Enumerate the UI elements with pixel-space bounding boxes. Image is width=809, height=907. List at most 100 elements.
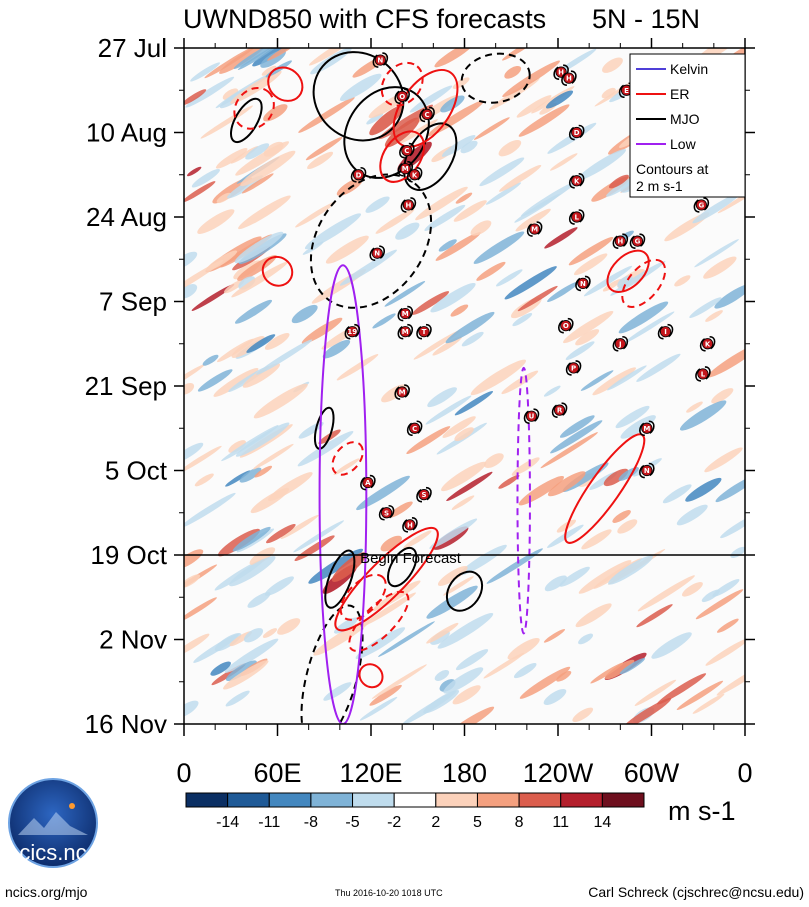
logo-text: cics.nc — [19, 840, 86, 865]
storm-swirl — [575, 275, 591, 292]
anomaly-streak — [228, 440, 246, 453]
legend-label-er: ER — [670, 86, 689, 102]
anomaly-streak — [716, 618, 739, 633]
anomaly-streak — [362, 592, 416, 626]
x-tick-label: 0 — [176, 758, 191, 788]
anomaly-streak — [443, 667, 484, 694]
anomaly-streak — [184, 700, 199, 719]
anomaly-streak — [720, 514, 745, 539]
anomaly-streak — [234, 231, 284, 264]
anomaly-streak — [498, 474, 520, 489]
anomaly-streak — [223, 279, 245, 294]
anomaly-streak — [426, 622, 459, 644]
x-axis: 0 60E 120E 180 120W 60W 0 — [176, 38, 753, 788]
anomaly-streak — [518, 104, 570, 137]
contour-er — [339, 573, 387, 621]
storm-marker: D — [568, 124, 585, 141]
anomaly-streak — [651, 632, 692, 659]
storm-dot — [399, 307, 411, 320]
anomaly-streak — [573, 253, 608, 276]
anomaly-streak — [511, 457, 540, 476]
anomaly-streak — [238, 195, 291, 230]
storm-swirl — [523, 408, 540, 424]
anomaly-streak — [264, 576, 294, 596]
storm-dot — [409, 422, 421, 434]
storm-marker: O — [557, 317, 574, 334]
anomaly-streak — [455, 192, 473, 204]
x-tick-label: 120W — [523, 758, 594, 788]
storm-letter: I — [664, 328, 667, 336]
anomaly-streak — [229, 556, 276, 587]
contour-er — [348, 590, 410, 652]
contour-er — [358, 663, 384, 689]
anomaly-streak — [543, 385, 561, 397]
anomaly-streak — [369, 684, 402, 706]
anomaly-streak — [380, 535, 402, 552]
storm-swirl — [568, 209, 585, 225]
anomaly-streak — [187, 166, 202, 177]
footer-author: Carl Schreck (cjschrec@ncsu.edu) — [588, 884, 804, 900]
storm-letter: M — [402, 165, 409, 173]
storm-letter: H — [407, 521, 413, 529]
anomaly-streak — [304, 213, 362, 250]
storm-letter: M — [399, 389, 406, 397]
anomaly-streak — [429, 518, 478, 549]
storm-marker: C — [399, 142, 415, 159]
storm-marker: H — [561, 70, 577, 86]
storm-swirl — [551, 402, 568, 418]
anomaly-streak — [216, 192, 232, 204]
anomaly-streak — [305, 137, 343, 161]
anomaly-streak — [359, 696, 398, 721]
colorbar-swatch — [352, 792, 395, 808]
storm-dot — [401, 145, 413, 157]
anomaly-streak — [519, 666, 571, 699]
anomaly-streak — [325, 235, 369, 264]
storm-letter: S — [421, 491, 426, 499]
anomaly-streak — [242, 363, 281, 388]
storm-marker: S — [378, 504, 395, 521]
anomaly-streak — [426, 585, 478, 619]
y-tick-label: 2 Nov — [99, 625, 167, 655]
storm-letter: C — [425, 111, 430, 119]
anomaly-streak — [403, 530, 432, 549]
forecast-divider: Begin Forecast — [184, 550, 745, 567]
storm-letter: M — [531, 226, 538, 234]
anomaly-streak — [441, 461, 487, 492]
anomaly-streak — [470, 359, 527, 396]
contour-er — [331, 441, 364, 476]
y-tick-label: 27 Jul — [98, 33, 167, 63]
storm-dot — [396, 386, 408, 398]
anomaly-streak — [452, 685, 481, 705]
anomaly-streak — [716, 665, 745, 696]
anomaly-streak — [686, 401, 703, 413]
storm-swirl — [629, 233, 646, 249]
anomaly-streak — [540, 432, 598, 469]
anomaly-streak — [705, 638, 745, 666]
storm-letter: D — [356, 171, 362, 179]
storm-swirl — [360, 474, 376, 491]
anomaly-streak — [575, 329, 600, 346]
colorbar-swatch — [268, 792, 312, 808]
anomaly-streak — [483, 652, 525, 679]
anomaly-streak — [246, 334, 276, 353]
anomaly-streak — [225, 660, 257, 682]
legend-label-low: Low — [670, 136, 697, 152]
colorbar-tick-label: -14 — [216, 814, 239, 831]
anomaly-streak — [662, 484, 692, 504]
anomaly-streak — [194, 473, 214, 487]
storm-swirl — [394, 384, 410, 400]
anomaly-streak — [515, 208, 551, 232]
anomaly-streak — [253, 383, 308, 419]
footer-timestamp: Thu 2016-10-20 1018 UTC — [335, 888, 443, 898]
storm-marker: I — [657, 323, 674, 340]
anomaly-streak — [250, 487, 290, 514]
storm-dot — [560, 320, 572, 332]
storm-dot — [371, 247, 383, 259]
storm-marker: A — [360, 474, 376, 491]
anomaly-streak — [634, 679, 677, 706]
anomaly-streak — [682, 582, 703, 597]
anomaly-streak — [434, 48, 475, 68]
y-tick-label: 7 Sep — [99, 287, 167, 317]
storm-letter: L — [701, 370, 706, 378]
